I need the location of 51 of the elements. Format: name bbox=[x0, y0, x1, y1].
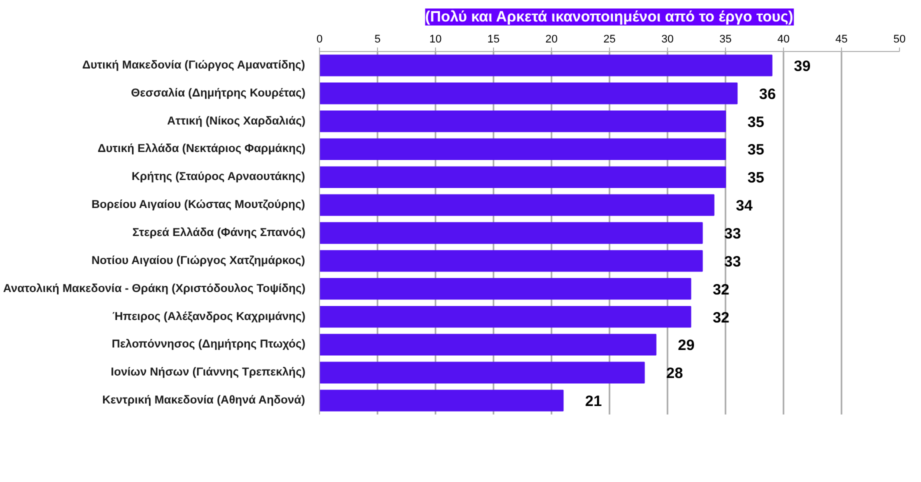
data-label: 39 bbox=[794, 58, 811, 75]
data-label: 35 bbox=[748, 170, 764, 187]
y-tick-label: Ήπειρος (Αλέξανδρος Καχριμάνης) bbox=[112, 310, 306, 323]
y-tick-label: Κρήτης (Σταύρος Αρναουτάκης) bbox=[132, 171, 306, 184]
x-tick-label: 10 bbox=[429, 34, 442, 46]
x-tick-label: 25 bbox=[603, 34, 616, 46]
x-tick-label: 0 bbox=[316, 34, 323, 46]
x-tick-label: 35 bbox=[719, 34, 732, 46]
bar bbox=[320, 138, 726, 160]
bar bbox=[320, 54, 772, 76]
y-tick-label: Δυτική Ελλάδα (Νεκτάριος Φαρμάκης) bbox=[98, 143, 306, 156]
y-tick-label: Νοτίου Αιγαίου (Γιώργος Χατζημάρκος) bbox=[92, 254, 306, 267]
x-tick-label: 20 bbox=[545, 34, 558, 46]
bar bbox=[320, 166, 726, 188]
chart-title: (Πολύ και Αρκετά ικανοποιημένοι από το έργο τους) bbox=[425, 8, 794, 26]
y-tick-label: Αττική (Νίκος Χαρδαλιάς) bbox=[167, 115, 306, 128]
data-label: 32 bbox=[712, 309, 730, 326]
data-label: 33 bbox=[724, 253, 741, 270]
data-label: 36 bbox=[759, 86, 776, 103]
y-tick-label: Ανατολική Μακεδονία - Θράκη (Χριστόδουλος Τοψίδης) bbox=[3, 282, 306, 295]
y-tick-label: Θεσσαλία (Δημήτρης Κουρέτας) bbox=[131, 87, 306, 100]
x-tick-label: 40 bbox=[777, 34, 790, 46]
data-label: 35 bbox=[748, 142, 764, 159]
y-tick-label: Κεντρική Μακεδονία (Αθηνά Αηδονά) bbox=[102, 394, 306, 407]
data-label: 32 bbox=[712, 281, 730, 298]
data-label: 21 bbox=[585, 393, 602, 410]
x-tick-label: 30 bbox=[661, 34, 674, 46]
bar bbox=[320, 82, 738, 104]
bar bbox=[320, 110, 726, 132]
bar bbox=[320, 390, 564, 412]
bar bbox=[320, 362, 645, 384]
bar bbox=[320, 334, 656, 356]
data-label: 34 bbox=[736, 198, 754, 215]
x-tick-label: 15 bbox=[487, 34, 500, 46]
bar bbox=[320, 306, 692, 328]
bar bbox=[320, 278, 692, 300]
bar bbox=[320, 222, 703, 244]
data-label: 35 bbox=[748, 114, 764, 131]
y-tick-label: Πελοπόννησος (Δημήτρης Πτωχός) bbox=[112, 338, 306, 351]
y-tick-label: Στερεά Ελλάδα (Φάνης Σπανός) bbox=[132, 227, 306, 239]
x-tick-label: 45 bbox=[835, 34, 848, 46]
y-tick-label: Ιονίων Νήσων (Γιάννης Τρεπεκλής) bbox=[110, 366, 306, 379]
data-label: 29 bbox=[678, 337, 695, 354]
y-tick-label: Βορείου Αιγαίου (Κώστας Μουτζούρης) bbox=[91, 199, 306, 212]
data-label: 33 bbox=[724, 226, 741, 242]
bar bbox=[320, 194, 714, 216]
x-tick-label: 50 bbox=[893, 34, 906, 46]
data-label: 28 bbox=[666, 365, 683, 382]
x-tick-label: 5 bbox=[374, 34, 381, 46]
bar bbox=[320, 250, 703, 272]
y-tick-label: Δυτική Μακεδονία (Γιώργος Αμανατίδης) bbox=[82, 59, 306, 72]
